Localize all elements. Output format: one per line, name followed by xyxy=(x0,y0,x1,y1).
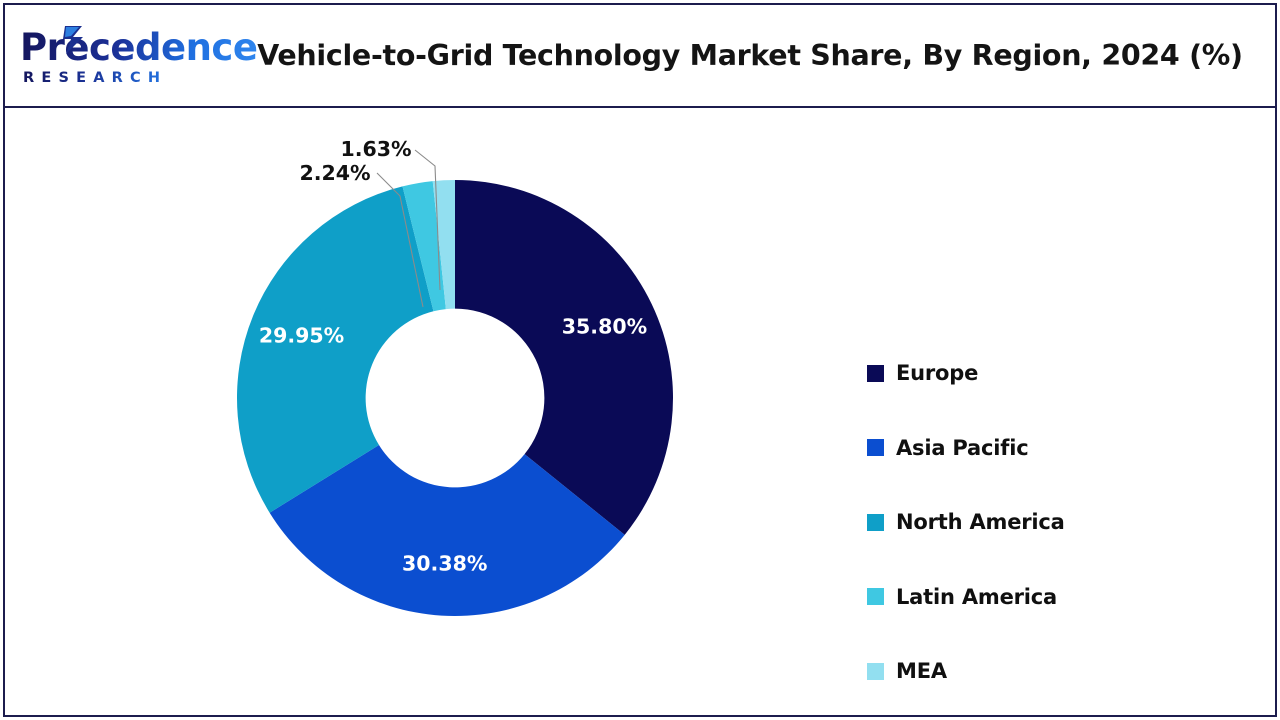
precedence-logo-mark-icon xyxy=(63,26,83,54)
legend-item-europe[interactable]: Europe xyxy=(867,336,1207,411)
page-border xyxy=(3,3,1277,717)
legend-item-mea[interactable]: MEA xyxy=(867,634,1207,709)
leader-line-mea xyxy=(414,149,441,291)
donut-slice-mea[interactable] xyxy=(432,180,455,310)
legend-swatch-icon-north-america xyxy=(867,513,884,531)
legend-label-europe: Europe xyxy=(896,361,979,386)
legend-item-asia-pacific[interactable]: Asia Pacific xyxy=(867,411,1207,486)
donut-slice-europe[interactable] xyxy=(455,180,673,535)
precedence-research-logo: Precedence RESEARCH xyxy=(20,26,232,90)
donut-slice-north-america[interactable] xyxy=(236,186,434,513)
legend-label-north-america: North America xyxy=(896,510,1065,535)
chart-title: Vehicle-to-Grid Technology Market Share,… xyxy=(257,39,1243,72)
legend-label-asia-pacific: Asia Pacific xyxy=(896,435,1029,460)
legend-swatch-icon-europe xyxy=(867,364,884,382)
donut-data-labels: 35.80% 30.38% 29.95% 2.24%1.63% xyxy=(259,137,647,575)
slice-label-asia-pacific: 30.38% xyxy=(402,551,487,575)
logo-initial: P xyxy=(20,26,47,69)
slice-label-north-america: 29.95% xyxy=(259,324,344,348)
logo-wordmark: Precedence xyxy=(20,28,257,68)
donut-chart: 35.80% 30.38% 29.95% 2.24%1.63% xyxy=(236,137,673,616)
donut-slices xyxy=(236,180,673,616)
legend-item-latin-america[interactable]: Latin America xyxy=(867,560,1207,635)
donut-leader-lines xyxy=(376,149,441,308)
legend-item-north-america[interactable]: North America xyxy=(867,485,1207,560)
donut-slice-asia-pacific[interactable] xyxy=(269,445,625,616)
logo-subtitle: RESEARCH xyxy=(23,70,168,86)
slice-label-europe: 35.80% xyxy=(562,315,647,339)
legend-label-latin-america: Latin America xyxy=(896,584,1058,609)
legend-swatch-icon-latin-america xyxy=(867,588,884,606)
legend-label-mea: MEA xyxy=(896,659,947,684)
chart-plot-area: 35.80% 30.38% 29.95% 2.24% 1.63% Europe Asia… xyxy=(5,108,1275,715)
chart-header: Precedence RESEARCH Vehicle-to-Grid Tech… xyxy=(5,5,1275,108)
slice-label-mea: 1.63% xyxy=(340,137,411,161)
leader-line-latin-america xyxy=(376,172,424,308)
legend-swatch-icon-asia-pacific xyxy=(867,439,884,457)
legend-swatch-icon-mea xyxy=(867,662,884,680)
donut-slice-latin-america[interactable] xyxy=(402,181,446,312)
chart-legend: Europe Asia Pacific North America Latin … xyxy=(867,336,1207,709)
slice-label-latin-america: 2.24% xyxy=(299,161,370,185)
